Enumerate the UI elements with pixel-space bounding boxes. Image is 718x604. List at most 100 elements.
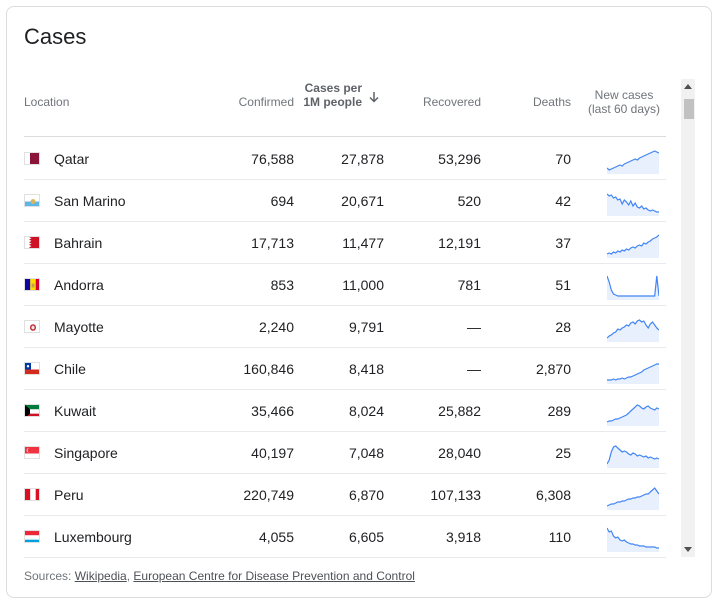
new-cases-sparkline — [606, 522, 659, 552]
new-cases-sparkline — [606, 438, 660, 468]
deaths-value: 110 — [548, 529, 571, 545]
new-cases-sparkline — [606, 186, 659, 216]
country-name: Singapore — [54, 445, 118, 461]
table-row[interactable]: Bahrain 17,713 11,477 12,191 37 — [24, 222, 666, 264]
table-row[interactable]: Luxembourg 4,055 6,605 3,918 110 — [24, 516, 666, 558]
recovered-value: 3,918 — [445, 529, 481, 545]
header-location[interactable]: Location — [24, 95, 70, 109]
bahrain-flag-icon — [24, 236, 40, 249]
confirmed-value: 2,240 — [258, 319, 294, 335]
recovered-value: 781 — [457, 277, 481, 293]
sort-descending-icon — [366, 91, 380, 106]
confirmed-value: 40,197 — [251, 445, 294, 461]
cases-per-1m-value: 6,870 — [348, 487, 384, 503]
table-row[interactable]: San Marino 694 20,671 520 42 — [24, 180, 666, 222]
singapore-flag-icon — [24, 446, 40, 459]
deaths-value: 28 — [555, 319, 571, 335]
header-new-cases: New cases (last 60 days) — [587, 88, 661, 116]
recovered-value: — — [467, 319, 481, 335]
confirmed-value: 220,749 — [243, 487, 294, 503]
qatar-flag-icon — [24, 152, 40, 165]
confirmed-value: 160,846 — [243, 361, 294, 377]
header-deaths[interactable]: Deaths — [532, 95, 571, 109]
table-row[interactable]: Chile 160,846 8,418 — 2,870 — [24, 348, 666, 390]
chile-flag-icon — [24, 362, 40, 375]
recovered-value: 520 — [457, 193, 481, 209]
cases-per-1m-value: 11,000 — [342, 277, 384, 293]
deaths-value: 70 — [555, 151, 571, 167]
table-row[interactable]: Kuwait 35,466 8,024 25,882 289 — [24, 390, 666, 432]
cases-card: Cases Location Confirmed Cases per 1M pe… — [6, 6, 712, 598]
sources-prefix: Sources: — [24, 569, 75, 583]
peru-flag-icon — [24, 488, 40, 501]
new-cases-sparkline — [606, 144, 660, 174]
country-name: Chile — [54, 361, 86, 377]
table-row[interactable]: Peru 220,749 6,870 107,133 6,308 — [24, 474, 666, 516]
deaths-value: 289 — [547, 403, 571, 419]
recovered-value: — — [467, 361, 481, 377]
cases-per-1m-value: 9,791 — [348, 319, 384, 335]
mayotte-flag-icon — [24, 320, 40, 333]
confirmed-value: 4,055 — [258, 529, 294, 545]
deaths-value: 6,308 — [535, 487, 571, 503]
new-cases-sparkline — [606, 480, 660, 510]
confirmed-value: 35,466 — [251, 403, 294, 419]
header-cases-per-1m[interactable]: Cases per 1M people — [290, 81, 380, 109]
cases-per-1m-value: 8,024 — [348, 403, 384, 419]
deaths-value: 42 — [555, 193, 571, 209]
cases-per-1m-value: 11,477 — [342, 235, 384, 251]
cases-per-1m-value: 7,048 — [348, 445, 384, 461]
country-name: Peru — [54, 487, 84, 503]
country-name: Luxembourg — [54, 529, 132, 545]
recovered-value: 53,296 — [438, 151, 481, 167]
country-name: San Marino — [54, 193, 126, 209]
recovered-value: 25,882 — [438, 403, 481, 419]
new-cases-sparkline — [606, 396, 660, 426]
cases-per-1m-value: 20,671 — [341, 193, 384, 209]
scroll-up-arrow-icon[interactable] — [684, 84, 692, 89]
cases-table: Location Confirmed Cases per 1M people R… — [24, 71, 666, 561]
header-recovered[interactable]: Recovered — [422, 95, 481, 109]
cases-per-1m-value: 6,605 — [348, 529, 384, 545]
deaths-value: 51 — [555, 277, 571, 293]
deaths-value: 25 — [555, 445, 571, 461]
scroll-thumb[interactable] — [684, 99, 694, 119]
new-cases-sparkline — [606, 312, 660, 342]
table-row[interactable]: Mayotte 2,240 9,791 — 28 — [24, 306, 666, 348]
recovered-value: 28,040 — [438, 445, 481, 461]
wikipedia-link[interactable]: Wikipedia — [74, 569, 127, 583]
kuwait-flag-icon — [24, 404, 40, 417]
new-cases-sparkline — [607, 354, 659, 384]
deaths-value: 2,870 — [535, 361, 571, 377]
new-cases-sparkline — [606, 228, 660, 258]
confirmed-value: 853 — [270, 277, 294, 293]
confirmed-value: 17,713 — [251, 235, 294, 251]
cases-per-1m-value: 27,878 — [341, 151, 384, 167]
header-cases-per-1m-label: Cases per 1M people — [303, 81, 362, 109]
deaths-value: 37 — [555, 235, 571, 251]
country-name: Qatar — [54, 151, 90, 167]
new-cases-sparkline — [606, 270, 660, 300]
recovered-value: 107,133 — [430, 487, 481, 503]
scroll-down-arrow-icon[interactable] — [684, 547, 692, 552]
header-confirmed[interactable]: Confirmed — [238, 95, 294, 109]
recovered-value: 12,191 — [438, 235, 481, 251]
table-row[interactable]: Qatar 76,588 27,878 53,296 70 — [24, 138, 666, 180]
table-row[interactable]: Singapore 40,197 7,048 28,040 25 — [24, 432, 666, 474]
card-title: Cases — [24, 24, 87, 49]
cases-per-1m-value: 8,418 — [348, 361, 384, 377]
san-marino-flag-icon — [24, 194, 40, 207]
country-name: Andorra — [54, 277, 104, 293]
country-name: Mayotte — [54, 319, 104, 335]
country-name: Bahrain — [54, 235, 103, 251]
sources-separator: , — [126, 569, 134, 583]
andorra-flag-icon — [24, 278, 40, 291]
confirmed-value: 694 — [270, 193, 294, 209]
country-name: Kuwait — [54, 403, 97, 419]
sources-footer: Sources: Wikipedia, European Centre for … — [24, 569, 415, 583]
table-scrollbar[interactable] — [681, 79, 695, 557]
ecdc-link[interactable]: European Centre for Disease Prevention a… — [133, 569, 415, 583]
table-row[interactable]: Andorra 853 11,000 781 51 — [24, 264, 666, 306]
luxembourg-flag-icon — [24, 530, 40, 543]
table-header: Location Confirmed Cases per 1M people R… — [24, 71, 666, 137]
